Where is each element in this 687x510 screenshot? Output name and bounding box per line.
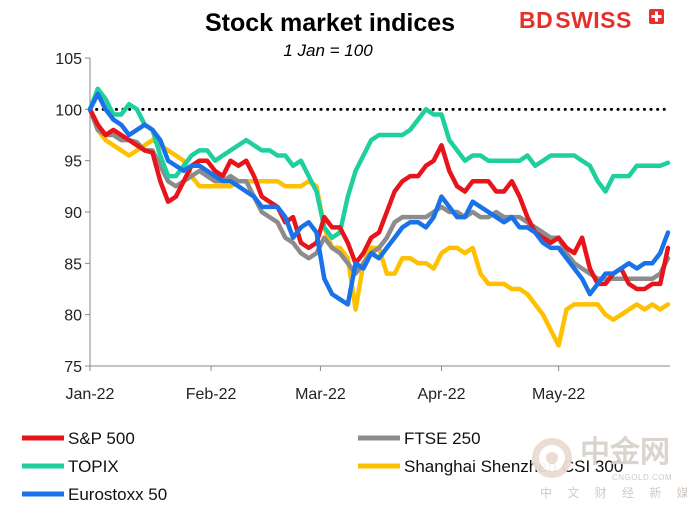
legend-label: Eurostoxx 50 (68, 485, 167, 504)
chart-title: Stock market indices (205, 9, 455, 37)
brand-part-bd: BD (519, 7, 553, 33)
series-line-topix (87, 86, 671, 240)
x-axis-ticks: Jan-22 Feb-22 Mar-22 Apr-22 May-22 (66, 366, 585, 403)
y-axis-ticks: 75 80 85 90 95 100 105 (55, 51, 90, 376)
axes: 75 80 85 90 95 100 105 Jan-22 Feb-22 Mar-22 Apr-2… (55, 51, 670, 403)
legend-item-s-p-500: S&P 500 (22, 429, 135, 448)
legend-label: S&P 500 (68, 429, 135, 448)
y-tick-label: 100 (55, 102, 82, 119)
y-tick-label: 105 (55, 51, 82, 68)
chart-subtitle: 1 Jan = 100 (283, 41, 373, 60)
legend-label: FTSE 250 (404, 429, 481, 448)
legend-item-ftse-250: FTSE 250 (358, 429, 481, 448)
watermark: 中金网 CNGOLD.COM 中 文 财 经 新 媒 体 (532, 435, 687, 500)
y-tick-label: 80 (64, 308, 82, 325)
y-tick-label: 95 (64, 154, 82, 171)
x-tick-label: Feb-22 (186, 386, 237, 403)
legend-item-topix: TOPIX (22, 457, 119, 476)
brand-logo-text: BDSWISS (519, 7, 632, 33)
series-layer (87, 86, 671, 348)
x-tick-label: Apr-22 (417, 386, 465, 403)
x-tick-label: May-22 (532, 386, 585, 403)
watermark-name: 中金网 (580, 435, 670, 469)
legend-label: TOPIX (68, 457, 119, 476)
y-tick-label: 90 (64, 205, 82, 222)
x-tick-label: Mar-22 (295, 386, 346, 403)
y-tick-label: 85 (64, 256, 82, 273)
x-tick-label: Jan-22 (66, 386, 115, 403)
series-line-s-p-500 (87, 107, 671, 292)
series-line-eurostoxx-50 (87, 91, 671, 307)
brand-logo: BDSWISS (519, 7, 664, 33)
watermark-tagline: 中 文 财 经 新 媒 体 (540, 485, 687, 500)
watermark-seal-icon (532, 438, 572, 478)
brand-part-swiss: SWISS (555, 7, 632, 33)
legend-item-eurostoxx-50: Eurostoxx 50 (22, 485, 167, 504)
watermark-url: CNGOLD.COM (612, 473, 672, 482)
y-tick-label: 75 (64, 359, 82, 376)
swiss-cross-icon (649, 9, 664, 24)
